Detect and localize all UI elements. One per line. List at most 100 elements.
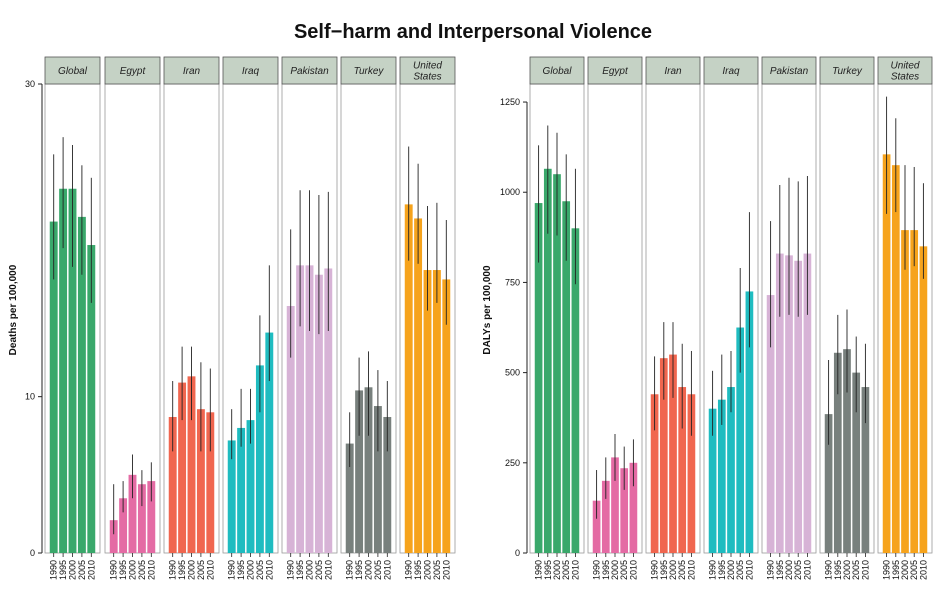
y-tick-label: 10 [25,392,35,402]
x-tick-label: 1995 [118,560,128,580]
bar [659,358,668,553]
bar [314,274,323,553]
strip-header [399,56,456,85]
bar [364,387,373,553]
x-tick-label: 2005 [196,560,206,580]
x-tick-label: 2010 [264,560,274,580]
x-tick-label: 2010 [860,560,870,580]
bar [785,255,793,553]
bar [601,480,610,553]
x-tick-label: 1995 [891,560,901,580]
bar [128,474,137,553]
bar [49,221,58,553]
bar [196,409,205,553]
x-tick-label: 1995 [775,560,785,580]
bar [227,440,236,553]
x-tick-label: 2000 [552,560,562,580]
bar [727,387,735,553]
x-tick-label: 2000 [68,560,78,580]
strip-header [645,56,701,85]
x-tick-label: 1995 [295,560,305,580]
x-tick-label: 2005 [851,560,861,580]
bar [861,387,870,553]
bar [442,279,451,553]
y-tick-label: 1250 [500,97,520,107]
x-tick-label: 2005 [561,560,571,580]
strip-label: Global [58,66,88,77]
x-tick-label: 1995 [177,560,187,580]
bar [910,230,919,553]
x-tick-label: 2005 [735,560,745,580]
bar [650,394,659,553]
x-tick-label: 1990 [227,560,237,580]
x-tick-label: 2010 [744,560,754,580]
bar [373,406,382,553]
x-tick-label: 1990 [708,560,718,580]
chart-2: 0 250 500 750 1000 1250 DALYs per 100,000 Globa… [482,56,933,580]
strip-header [761,56,817,85]
bar [119,498,128,553]
bar [68,188,77,553]
bar [432,270,441,553]
strip-header [587,56,643,85]
panel-pakistan: Pakistan 1990 1995 2000 2005 2010 [281,56,338,580]
x-tick-label: 2000 [610,560,620,580]
y-tick-label: 750 [505,277,520,287]
bar [766,295,775,553]
x-tick-label: 2000 [423,560,433,580]
x-tick-label: 2010 [323,560,333,580]
bar [669,354,677,553]
x-tick-label: 2010 [628,560,638,580]
strip-label: United [891,61,920,72]
x-tick-label: 2000 [128,560,138,580]
strip-label: Iraq [722,66,740,77]
x-tick-label: 1990 [109,560,119,580]
bar [620,468,629,553]
x-tick-label: 2000 [900,560,910,580]
panel-pakistan: Pakistan 1990 1995 2000 2005 2010 [761,56,817,580]
bar [543,168,552,553]
bar [629,462,638,553]
strip-header [222,56,279,85]
x-tick-label: 2010 [441,560,451,580]
panel-egypt: Egypt 1990 1995 2000 2005 2010 [104,56,161,580]
bar [736,327,745,553]
x-tick-label: 2005 [255,560,265,580]
bar [891,165,900,553]
x-tick-label: 2010 [918,560,928,580]
strip-header [163,56,220,85]
y-tick-label: 0 [515,548,520,558]
strip-label: Turkey [354,66,385,77]
x-tick-label: 1995 [354,560,364,580]
strip-label: Global [543,66,573,77]
x-tick-label: 1995 [236,560,246,580]
x-tick-label: 2005 [373,560,383,580]
x-tick-label: 1995 [659,560,669,580]
panel-iraq: Iraq 1990 1995 2000 2005 2010 [222,56,279,580]
panel-turkey: Turkey 1990 1995 2000 2005 2010 [340,56,397,580]
x-tick-label: 1990 [882,560,892,580]
bar [168,416,177,553]
x-tick-label: 1990 [766,560,776,580]
strip-header [819,56,875,85]
bar [77,216,86,553]
bar [717,399,726,553]
x-tick-label: 2005 [619,560,629,580]
bar [553,174,561,553]
x-tick-label: 2010 [86,560,96,580]
bar [286,305,295,553]
strip-label: Pakistan [290,66,329,77]
bar [852,372,861,553]
panel-iran: Iran 1990 1995 2000 2005 2010 [163,56,220,580]
x-tick-label: 1995 [543,560,553,580]
x-tick-label: 1990 [592,560,602,580]
bar [178,382,187,553]
bar [265,332,274,553]
strip-header [281,56,338,85]
bar [414,218,423,554]
panel-turkey: Turkey 1990 1995 2000 2005 2010 [819,56,875,580]
x-tick-label: 1990 [345,560,355,580]
